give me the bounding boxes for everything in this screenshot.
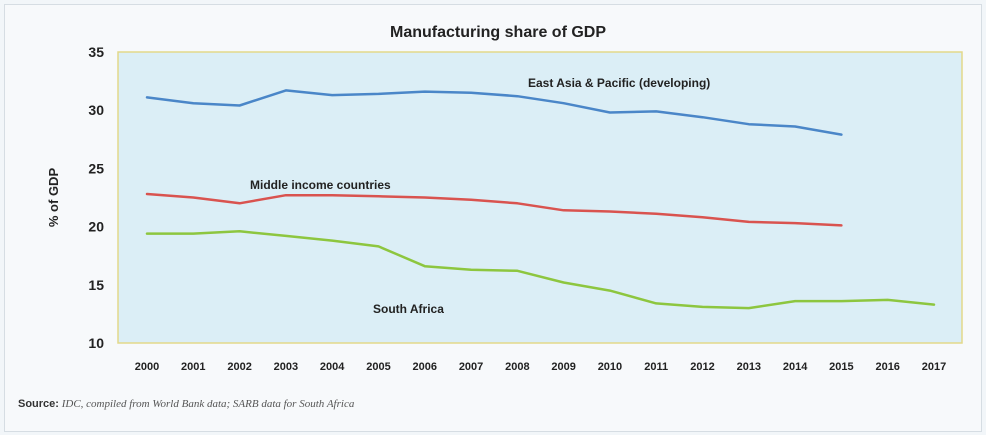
series-line-south-africa [145, 230, 936, 310]
x-tick-label: 2007 [459, 361, 483, 373]
y-tick-label: 30 [88, 102, 104, 118]
chart-title: Manufacturing share of GDP [390, 24, 606, 41]
x-tick-label: 2005 [366, 361, 390, 373]
series-line-east-asia-pacific [145, 89, 843, 136]
y-axis-label: % of GDP [46, 168, 61, 228]
x-tick-label: 2011 [644, 361, 668, 373]
x-tick-label: 2015 [829, 361, 853, 373]
series-label-east-asia-pacific: East Asia & Pacific (developing) [528, 76, 710, 90]
x-tick-label: 2006 [413, 361, 437, 373]
plot-area [117, 51, 963, 344]
x-tick-label: 2014 [783, 361, 808, 373]
y-tick-label: 20 [88, 219, 104, 235]
x-tick-label: 2000 [135, 361, 159, 373]
x-tick-label: 2004 [320, 361, 345, 373]
x-tick-label: 2017 [922, 361, 946, 373]
source-text: IDC, compiled from World Bank data; SARB… [58, 398, 355, 410]
x-tick-label: 2013 [737, 361, 761, 373]
y-tick-label: 25 [88, 160, 104, 176]
x-tick-label: 2012 [690, 361, 714, 373]
x-tick-label: 2001 [181, 361, 205, 373]
series-line-middle-income [145, 192, 843, 227]
x-tick-label: 2009 [551, 361, 575, 373]
y-tick-label: 15 [88, 277, 104, 293]
series-label-south-africa: South Africa [373, 302, 444, 316]
series-label-middle-income: Middle income countries [250, 178, 391, 192]
x-tick-label: 2010 [598, 361, 622, 373]
x-tick-label: 2008 [505, 361, 529, 373]
x-tick-label: 2016 [875, 361, 899, 373]
y-tick-label: 35 [88, 44, 104, 60]
y-tick-label: 10 [88, 335, 104, 351]
source-note: Source: IDC, compiled from World Bank da… [18, 398, 354, 410]
x-tick-label: 2003 [274, 361, 298, 373]
x-tick-label: 2002 [227, 361, 251, 373]
source-label: Source: [18, 398, 59, 410]
